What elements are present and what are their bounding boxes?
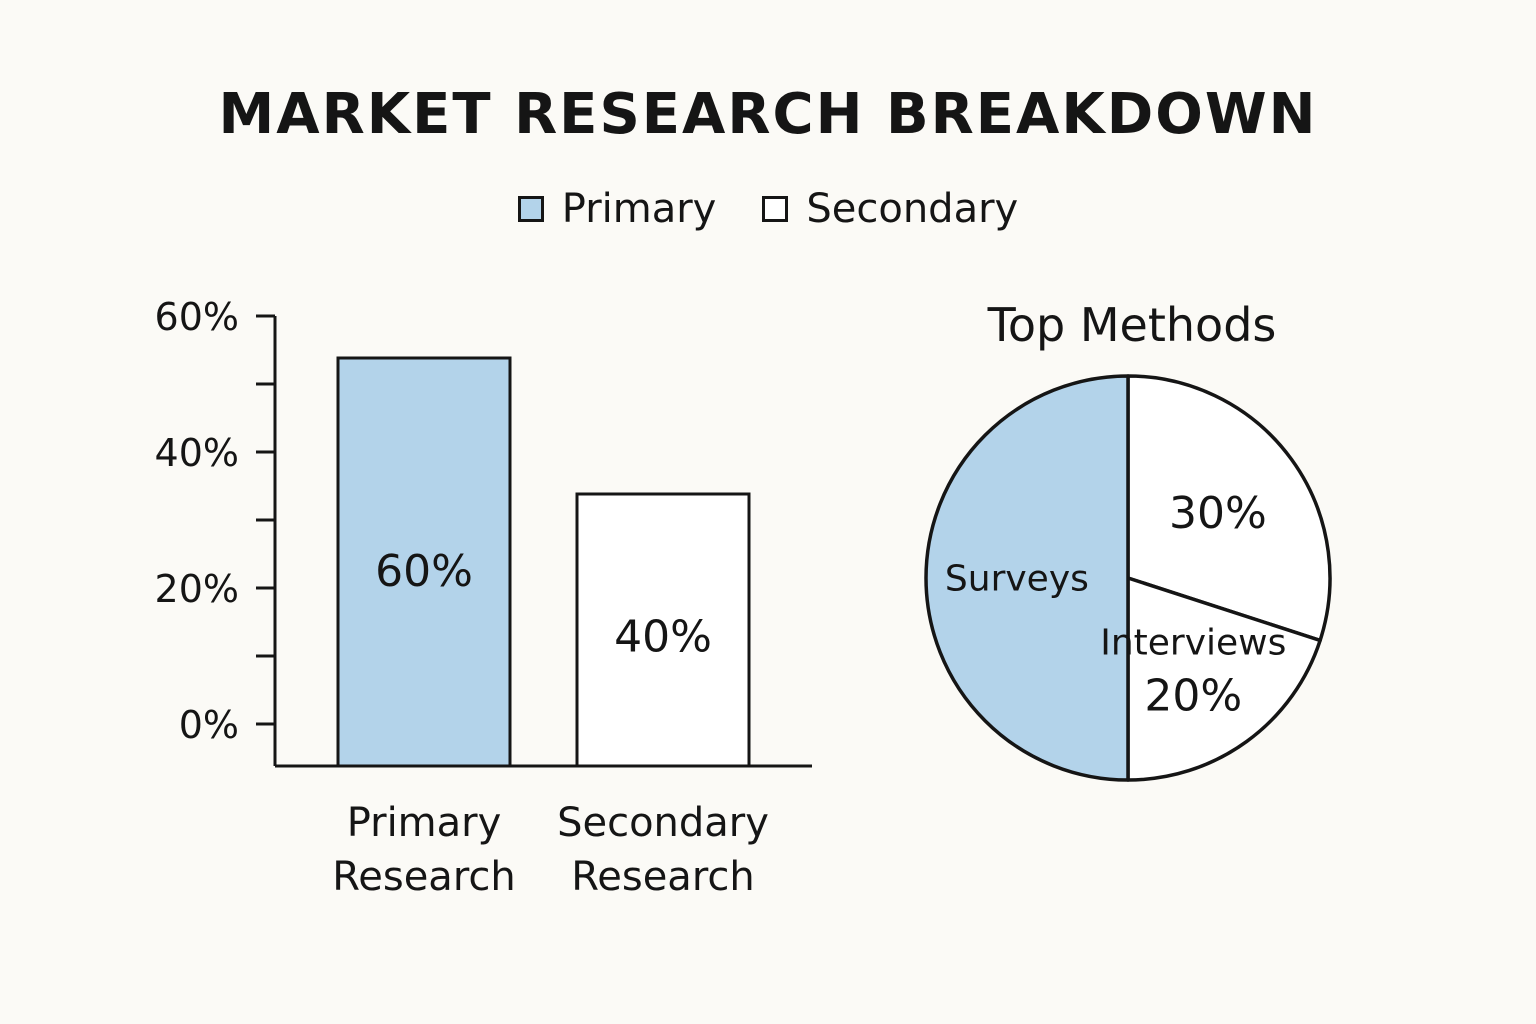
legend-swatch-primary	[517, 196, 544, 222]
legend-item-primary: Primary	[517, 186, 717, 232]
bar-value-label: 60%	[375, 546, 473, 597]
y-tick-label: 40%	[155, 431, 239, 475]
bar	[575, 492, 751, 768]
legend-item-secondary: Secondary	[762, 186, 1018, 232]
y-tick-label: 0%	[179, 703, 239, 747]
legend-swatch-secondary	[762, 196, 789, 222]
pie-slice	[1126, 374, 1332, 643]
pie-title: Top Methods	[987, 298, 1277, 352]
x-category-label: Research	[571, 854, 754, 900]
pie-slice-label: 20%	[1144, 670, 1242, 721]
pie-slice-label: 30%	[1169, 488, 1267, 539]
pie-slice-label: Interviews	[1100, 622, 1286, 663]
y-tick-label: 60%	[155, 295, 239, 339]
legend-label-primary: Primary	[561, 186, 717, 232]
y-tick-label: 20%	[155, 567, 239, 611]
chart-legend: Primary Secondary	[0, 186, 1536, 232]
pie-slice-label: Surveys	[945, 559, 1089, 600]
pie-slice	[1126, 576, 1322, 782]
page-title: MARKET RESEARCH BREAKDOWN	[218, 82, 1318, 147]
bar-value-label: 40%	[614, 611, 712, 662]
x-category-label: Research	[332, 854, 515, 900]
x-category-label: Primary	[347, 800, 502, 846]
pie-slice	[924, 374, 1130, 782]
x-category-label: Secondary	[557, 800, 769, 846]
bar	[336, 356, 512, 768]
legend-label-secondary: Secondary	[806, 186, 1019, 232]
